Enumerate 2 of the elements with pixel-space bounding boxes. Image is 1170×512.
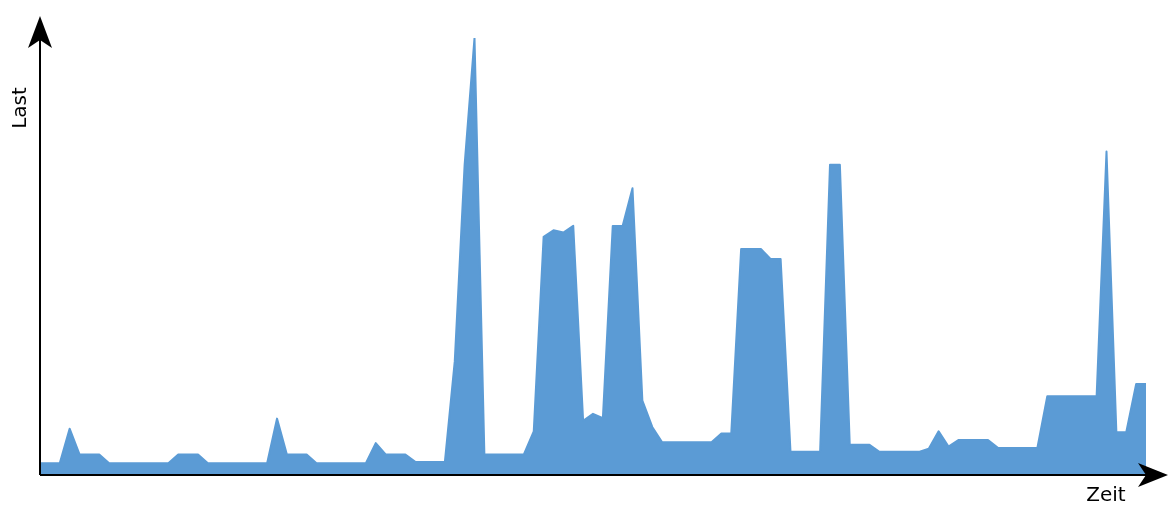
x-axis-title: Zeit <box>1086 482 1126 506</box>
y-axis-title: Last <box>7 87 31 129</box>
